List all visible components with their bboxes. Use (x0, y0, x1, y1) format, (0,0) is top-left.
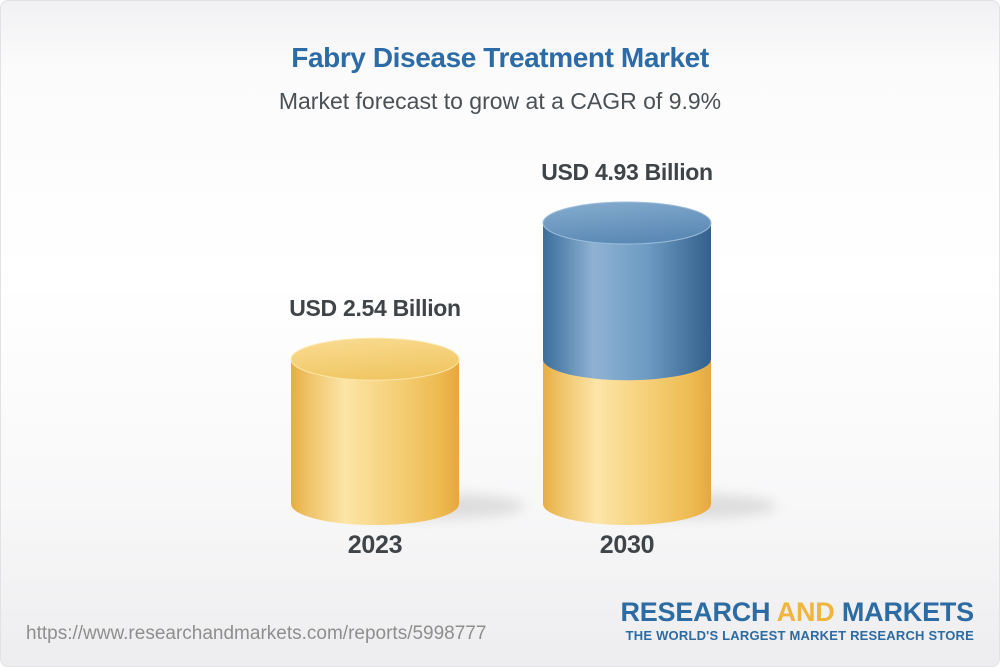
logo-word-and: AND (776, 597, 835, 627)
footer-url: https://www.researchandmarkets.com/repor… (26, 623, 487, 644)
logo-wordmark: RESEARCH AND MARKETS (620, 598, 974, 627)
x-axis-category-label: 2023 (347, 531, 403, 559)
bar-2030 (542, 201, 712, 525)
logo-word-research: RESEARCH (620, 597, 771, 627)
cylinder-body-growth (543, 222, 711, 381)
page-subtitle: Market forecast to grow at a CAGR of 9.9… (278, 88, 722, 114)
page-title: Fabry Disease Treatment Market (291, 42, 709, 73)
cylinder-cap-growth (542, 201, 712, 245)
logo-tagline: THE WORLD'S LARGEST MARKET RESEARCH STOR… (625, 628, 974, 643)
x-axis-category-label: 2030 (599, 531, 655, 559)
bar-value-label: USD 2.54 Billion (289, 295, 461, 322)
research-and-markets-logo: RESEARCH AND MARKETS THE WORLD'S LARGEST… (620, 598, 974, 644)
cylinder-body-base (291, 359, 459, 525)
bar-value-label: USD 4.93 Billion (541, 158, 713, 185)
bar-2023 (290, 337, 460, 525)
logo-word-markets: MARKETS (841, 597, 974, 627)
cylinder-cap-base (290, 337, 460, 381)
cylinder-body-base (543, 357, 711, 525)
